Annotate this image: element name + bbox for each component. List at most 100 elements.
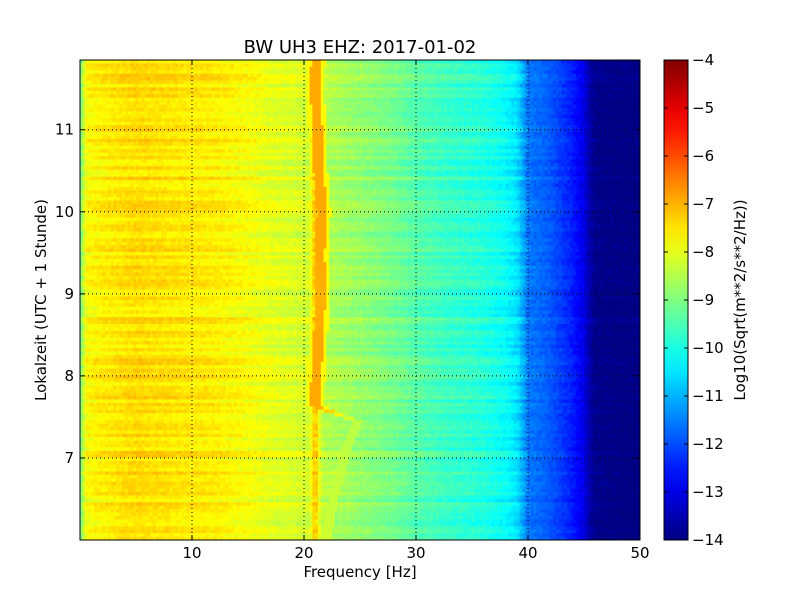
heatmap-cell [172,77,176,81]
heatmap-cell [469,114,473,119]
heatmap-cell [127,84,131,88]
heatmap-cell [99,114,103,119]
heatmap-cell [491,84,495,88]
heatmap-cell [374,73,378,78]
heatmap-cell [469,132,473,136]
heatmap-cell [553,118,557,123]
heatmap-cell [631,118,635,123]
heatmap-cell [382,97,386,102]
heatmap-cell [379,108,383,112]
heatmap-cell [141,125,145,129]
heatmap-cell [248,138,252,143]
heatmap-cell [309,80,313,85]
heatmap-cell [519,77,523,81]
heatmap-cell [127,118,131,123]
heatmap-cell [150,138,154,143]
heatmap-cell [360,97,364,102]
heatmap-cell [239,73,243,78]
heatmap-cell [264,118,268,123]
heatmap-cell [612,70,616,75]
heatmap-cell [337,90,341,95]
heatmap-cell [214,128,218,133]
heatmap-cell [99,84,103,88]
heatmap-cell [169,87,173,92]
heatmap-cell [239,121,243,126]
heatmap-cell [360,135,364,140]
heatmap-cell [250,132,254,136]
heatmap-cell [116,63,120,68]
heatmap-cell [413,101,417,105]
heatmap-cell [614,132,618,136]
heatmap-cell [82,97,86,102]
heatmap-cell [147,132,151,136]
heatmap-cell [116,125,120,129]
heatmap-cell [418,84,422,88]
heatmap-cell [225,90,229,95]
heatmap-cell [82,60,86,64]
heatmap-cell [539,60,543,64]
heatmap-cell [390,132,394,136]
heatmap-cell [371,125,375,129]
heatmap-cell [130,87,134,92]
heatmap-cell [290,80,294,85]
heatmap-cell [329,142,333,147]
heatmap-cell [284,111,288,116]
heatmap-cell [570,132,574,136]
heatmap-cell [180,121,184,126]
heatmap-cell [491,77,495,81]
heatmap-cell [544,138,548,143]
heatmap-cell [494,111,498,116]
heatmap-cell [626,111,630,116]
heatmap-cell [614,87,618,92]
heatmap-cell [304,118,308,123]
heatmap-cell [407,125,411,129]
heatmap-cell [147,70,151,75]
heatmap-cell [130,111,134,116]
heatmap-cell [96,84,100,88]
heatmap-cell [402,94,406,99]
heatmap-cell [362,90,366,95]
heatmap-cell [519,132,523,136]
heatmap-cell [427,101,431,105]
heatmap-cell [374,94,378,99]
heatmap-cell [180,80,184,85]
heatmap-cell [522,114,526,119]
heatmap-cell [239,63,243,68]
heatmap-cell [404,121,408,126]
heatmap-cell [270,111,274,116]
heatmap-cell [547,87,551,92]
heatmap-cell [603,66,607,71]
heatmap-cell [362,108,366,112]
heatmap-cell [623,118,627,123]
heatmap-cell [567,60,571,64]
heatmap-cell [141,97,145,102]
heatmap-cell [530,125,534,129]
heatmap-cell [211,84,215,88]
heatmap-cell [343,121,347,126]
heatmap-cell [620,138,624,143]
heatmap-cell [200,114,204,119]
heatmap-cell [444,114,448,119]
heatmap-cell [553,128,557,133]
heatmap-cell [424,125,428,129]
heatmap-cell [455,90,459,95]
heatmap-cell [161,84,165,88]
heatmap-cell [606,87,610,92]
heatmap-cell [88,87,92,92]
heatmap-cell [598,104,602,109]
heatmap-cell [592,108,596,112]
heatmap-cell [108,142,112,147]
heatmap-cell [505,135,509,140]
heatmap-cell [494,70,498,75]
heatmap-cell [502,77,506,81]
heatmap-cell [346,97,350,102]
heatmap-cell [556,142,560,147]
heatmap-cell [570,80,574,85]
heatmap-cell [337,97,341,102]
heatmap-cell [410,84,414,88]
heatmap-cell [194,118,198,123]
heatmap-cell [144,132,148,136]
heatmap-cell [483,60,487,64]
heatmap-cell [290,135,294,140]
heatmap-cell [444,125,448,129]
